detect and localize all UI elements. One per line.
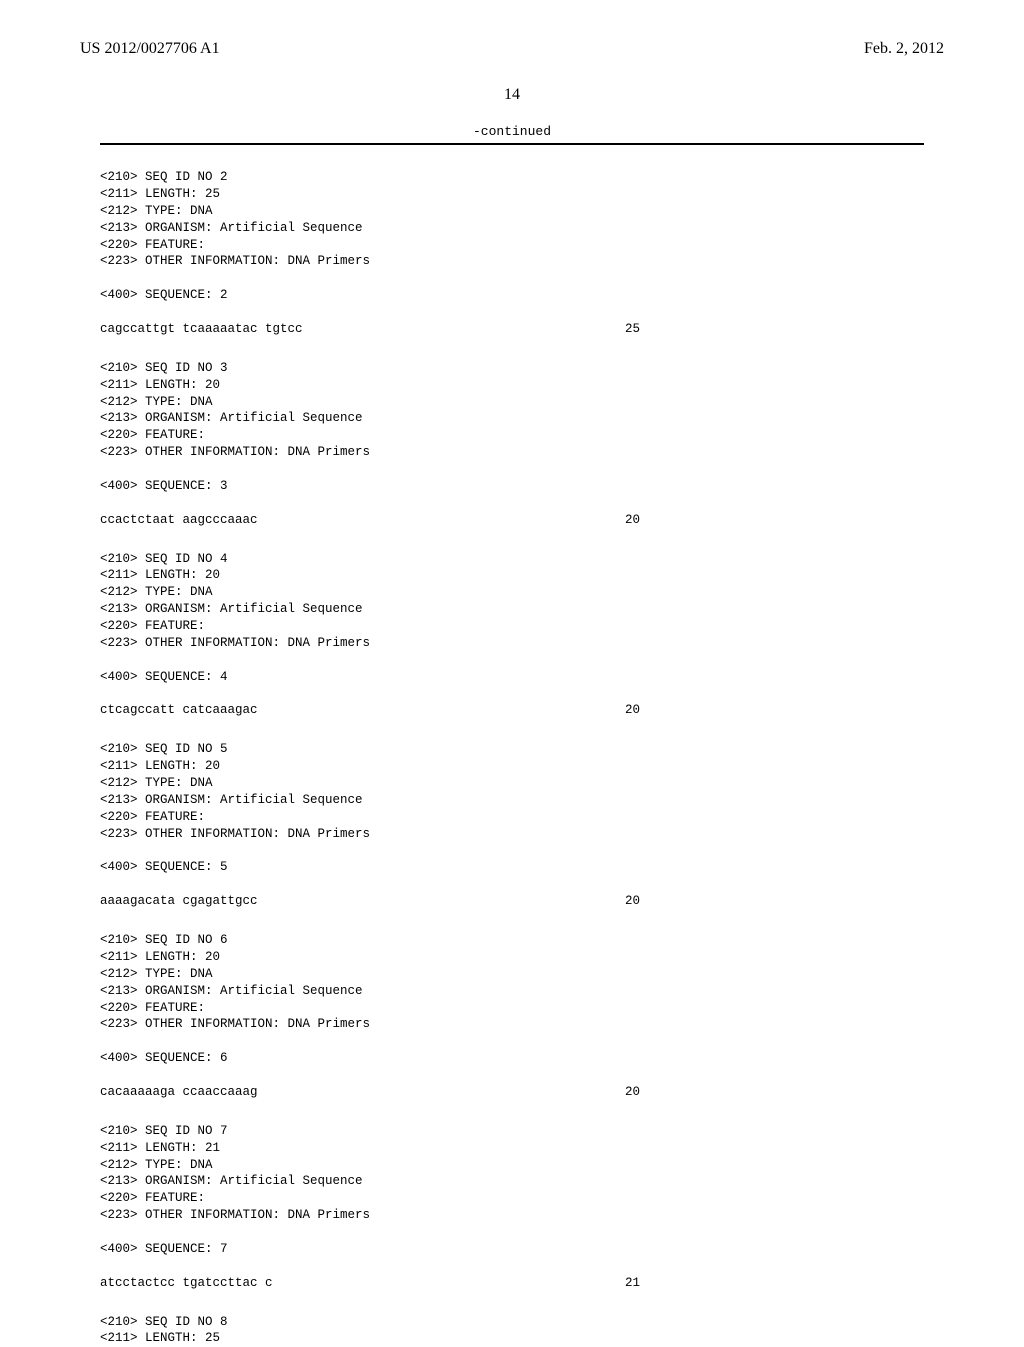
sequence-header-line: <213> ORGANISM: Artificial Sequence (100, 1173, 924, 1190)
sequence-block: <210> SEQ ID NO 5<211> LENGTH: 20<212> T… (100, 741, 924, 910)
sequence-header-line: <220> FEATURE: (100, 237, 924, 254)
top-rule (100, 143, 924, 145)
sequence-text: cacaaaaaga ccaaccaaag (100, 1084, 258, 1101)
sequence-header-line: <220> FEATURE: (100, 1190, 924, 1207)
sequence-header-line: <210> SEQ ID NO 8 (100, 1314, 924, 1331)
sequence-header-line: <210> SEQ ID NO 6 (100, 932, 924, 949)
sequence-header-line: <220> FEATURE: (100, 809, 924, 826)
publication-date: Feb. 2, 2012 (864, 40, 944, 58)
sequence-header-line: <211> LENGTH: 20 (100, 567, 924, 584)
sequence-header-line: <212> TYPE: DNA (100, 584, 924, 601)
sequence-header-line: <210> SEQ ID NO 4 (100, 551, 924, 568)
sequence-block: <210> SEQ ID NO 3<211> LENGTH: 20<212> T… (100, 360, 924, 529)
sequence-header-line: <223> OTHER INFORMATION: DNA Primers (100, 826, 924, 843)
sequence-row: cacaaaaaga ccaaccaaag 20 (100, 1084, 640, 1101)
sequence-header-line: <210> SEQ ID NO 2 (100, 169, 924, 186)
sequence-label: <400> SEQUENCE: 2 (100, 287, 924, 304)
sequence-header-line: <213> ORGANISM: Artificial Sequence (100, 601, 924, 618)
sequence-text: ctcagccatt catcaaagac (100, 702, 258, 719)
sequence-header-line: <212> TYPE: DNA (100, 203, 924, 220)
sequence-header-line: <211> LENGTH: 20 (100, 377, 924, 394)
publication-number: US 2012/0027706 A1 (80, 40, 220, 58)
sequence-block: <210> SEQ ID NO 8<211> LENGTH: 25 (100, 1314, 924, 1347)
sequence-header-line: <210> SEQ ID NO 5 (100, 741, 924, 758)
page-number: 14 (0, 86, 1024, 104)
sequence-header-line: <223> OTHER INFORMATION: DNA Primers (100, 635, 924, 652)
sequence-header-line: <223> OTHER INFORMATION: DNA Primers (100, 1016, 924, 1033)
sequence-count: 25 (625, 321, 640, 338)
sequence-label: <400> SEQUENCE: 6 (100, 1050, 924, 1067)
sequence-header-line: <211> LENGTH: 25 (100, 186, 924, 203)
sequence-count: 20 (625, 512, 640, 529)
sequence-header-line: <223> OTHER INFORMATION: DNA Primers (100, 444, 924, 461)
sequence-header-line: <213> ORGANISM: Artificial Sequence (100, 220, 924, 237)
sequence-block: <210> SEQ ID NO 7<211> LENGTH: 21<212> T… (100, 1123, 924, 1292)
page-header: US 2012/0027706 A1 Feb. 2, 2012 (0, 0, 1024, 58)
sequence-block: <210> SEQ ID NO 4<211> LENGTH: 20<212> T… (100, 551, 924, 720)
sequence-row: ccactctaat aagcccaaac 20 (100, 512, 640, 529)
sequence-header-line: <212> TYPE: DNA (100, 394, 924, 411)
sequence-header-line: <212> TYPE: DNA (100, 1157, 924, 1174)
sequence-row: aaaagacata cgagattgcc 20 (100, 893, 640, 910)
sequence-listing-body: <210> SEQ ID NO 2<211> LENGTH: 25<212> T… (100, 169, 924, 1347)
sequence-header-line: <223> OTHER INFORMATION: DNA Primers (100, 253, 924, 270)
sequence-header-line: <211> LENGTH: 20 (100, 758, 924, 775)
sequence-text: atcctactcc tgatccttac c (100, 1275, 273, 1292)
sequence-header-line: <210> SEQ ID NO 3 (100, 360, 924, 377)
sequence-text: aaaagacata cgagattgcc (100, 893, 258, 910)
sequence-header-line: <220> FEATURE: (100, 618, 924, 635)
sequence-header-line: <213> ORGANISM: Artificial Sequence (100, 792, 924, 809)
continued-label: -continued (100, 124, 924, 139)
sequence-label: <400> SEQUENCE: 3 (100, 478, 924, 495)
sequence-count: 21 (625, 1275, 640, 1292)
sequence-block: <210> SEQ ID NO 6<211> LENGTH: 20<212> T… (100, 932, 924, 1101)
sequence-header-line: <220> FEATURE: (100, 1000, 924, 1017)
sequence-header-line: <211> LENGTH: 21 (100, 1140, 924, 1157)
sequence-header-line: <220> FEATURE: (100, 427, 924, 444)
sequence-label: <400> SEQUENCE: 5 (100, 859, 924, 876)
sequence-row: atcctactcc tgatccttac c 21 (100, 1275, 640, 1292)
sequence-count: 20 (625, 702, 640, 719)
sequence-header-line: <210> SEQ ID NO 7 (100, 1123, 924, 1140)
sequence-header-line: <223> OTHER INFORMATION: DNA Primers (100, 1207, 924, 1224)
sequence-header-line: <212> TYPE: DNA (100, 775, 924, 792)
sequence-count: 20 (625, 1084, 640, 1101)
sequence-label: <400> SEQUENCE: 4 (100, 669, 924, 686)
sequence-block: <210> SEQ ID NO 2<211> LENGTH: 25<212> T… (100, 169, 924, 338)
sequence-header-line: <212> TYPE: DNA (100, 966, 924, 983)
sequence-label: <400> SEQUENCE: 7 (100, 1241, 924, 1258)
sequence-header-line: <211> LENGTH: 25 (100, 1330, 924, 1347)
sequence-header-line: <213> ORGANISM: Artificial Sequence (100, 983, 924, 1000)
sequence-text: ccactctaat aagcccaaac (100, 512, 258, 529)
sequence-row: cagccattgt tcaaaaatac tgtcc 25 (100, 321, 640, 338)
sequence-row: ctcagccatt catcaaagac 20 (100, 702, 640, 719)
sequence-text: cagccattgt tcaaaaatac tgtcc (100, 321, 303, 338)
sequence-header-line: <213> ORGANISM: Artificial Sequence (100, 410, 924, 427)
sequence-count: 20 (625, 893, 640, 910)
sequence-header-line: <211> LENGTH: 20 (100, 949, 924, 966)
sequence-listing-header: -continued (100, 124, 924, 145)
